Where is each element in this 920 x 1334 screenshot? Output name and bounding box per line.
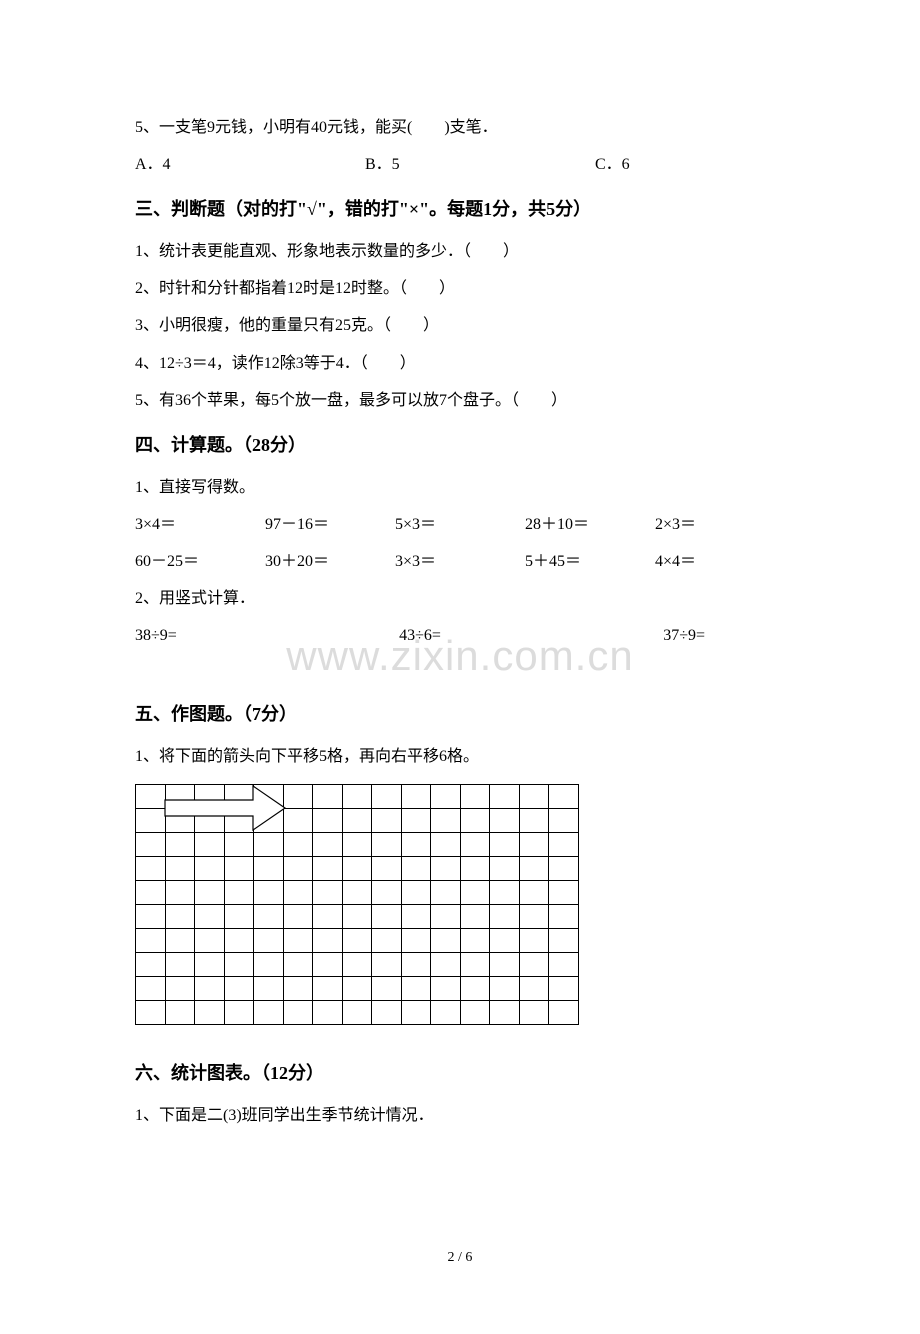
q5-option-a: A．4 bbox=[135, 147, 365, 182]
s3-item-4: 4、12÷3＝4，读作12除3等于4．（ ） bbox=[135, 346, 785, 381]
grid-wrap bbox=[135, 776, 579, 1033]
s4-sub2-label: 2、用竖式计算． bbox=[135, 581, 785, 616]
section6-heading: 六、统计图表。（12分） bbox=[135, 1054, 785, 1094]
s4-r1-c4: 28＋10＝ bbox=[525, 507, 655, 542]
s4-r2-c3: 3×3＝ bbox=[395, 544, 525, 579]
page-content: 5、一支笔9元钱，小明有40元钱，能买( )支笔． A．4 B．5 C．6 三、… bbox=[135, 110, 785, 1274]
s4-r3-c1: 38÷9= bbox=[135, 618, 325, 653]
s3-item-1: 1、统计表更能直观、形象地表示数量的多少．（ ） bbox=[135, 234, 785, 269]
q5-option-c: C．6 bbox=[595, 147, 785, 182]
s4-r1-c2: 97－16＝ bbox=[265, 507, 395, 542]
q5-text: 5、一支笔9元钱，小明有40元钱，能买( )支笔． bbox=[135, 110, 785, 145]
section5-heading: 五、作图题。（7分） bbox=[135, 695, 785, 735]
s4-r3-c2: 43÷6= bbox=[325, 618, 515, 653]
s4-r2-c5: 4×4＝ bbox=[655, 544, 785, 579]
s4-r2-c4: 5＋45＝ bbox=[525, 544, 655, 579]
section4-heading: 四、计算题。（28分） bbox=[135, 426, 785, 466]
s3-item-3: 3、小明很瘦，他的重量只有25克。（ ） bbox=[135, 308, 785, 343]
s3-item-5: 5、有36个苹果，每5个放一盘，最多可以放7个盘子。（ ） bbox=[135, 383, 785, 418]
s4-r1-c3: 5×3＝ bbox=[395, 507, 525, 542]
s4-sub1-label: 1、直接写得数。 bbox=[135, 470, 785, 505]
s6-q1: 1、下面是二(3)班同学出生季节统计情况． bbox=[135, 1098, 785, 1133]
s4-row1: 3×4＝ 97－16＝ 5×3＝ 28＋10＝ 2×3＝ bbox=[135, 507, 785, 542]
section3-heading: 三、判断题（对的打"√"，错的打"×"。每题1分，共5分） bbox=[135, 190, 785, 230]
s4-r1-c1: 3×4＝ bbox=[135, 507, 265, 542]
s4-row2: 60－25＝ 30＋20＝ 3×3＝ 5＋45＝ 4×4＝ bbox=[135, 544, 785, 579]
s5-q1: 1、将下面的箭头向下平移5格，再向右平移6格。 bbox=[135, 739, 785, 774]
page-number: 2 / 6 bbox=[135, 1243, 785, 1274]
q5-option-b: B．5 bbox=[365, 147, 595, 182]
arrow-shape bbox=[135, 784, 585, 1044]
s4-r1-c5: 2×3＝ bbox=[655, 507, 785, 542]
q5-options: A．4 B．5 C．6 bbox=[135, 147, 785, 182]
s4-row3: 38÷9= 43÷6= 37÷9= bbox=[135, 618, 785, 653]
s4-r3-c3: 37÷9= bbox=[515, 618, 785, 653]
s4-r2-c2: 30＋20＝ bbox=[265, 544, 395, 579]
s3-item-2: 2、时针和分针都指着12时是12时整。（ ） bbox=[135, 271, 785, 306]
s4-r2-c1: 60－25＝ bbox=[135, 544, 265, 579]
